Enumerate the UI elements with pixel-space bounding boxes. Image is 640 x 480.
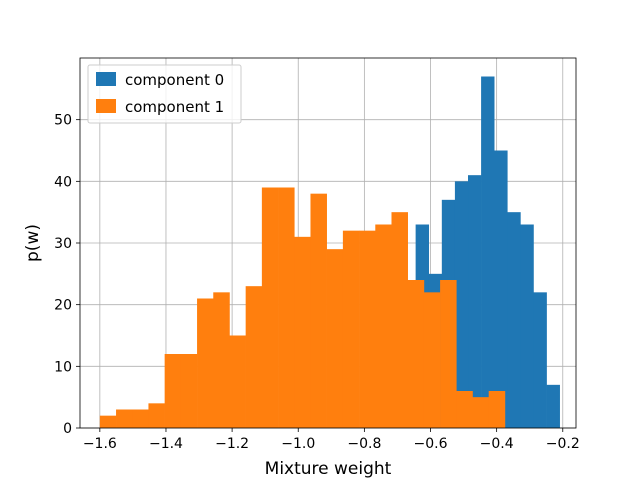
histogram-bar-component-1 (213, 292, 230, 428)
legend-label-component-0: component 0 (125, 71, 224, 89)
y-tick-label: 40 (54, 174, 72, 190)
histogram-bar-component-1 (164, 354, 182, 428)
histogram-bar-component-0 (494, 150, 508, 428)
y-tick-label: 20 (54, 298, 72, 314)
histogram-bar-component-0 (481, 76, 495, 428)
bars (99, 76, 560, 428)
y-tick-label: 0 (63, 421, 72, 437)
histogram-bar-component-1 (440, 280, 457, 428)
x-tick-label: −0.4 (480, 436, 514, 452)
y-tick-label: 30 (54, 236, 72, 252)
legend-swatch-component-1 (96, 99, 116, 113)
x-axis-label: Mixture weight (265, 459, 392, 479)
x-tick-label: −0.2 (546, 436, 580, 452)
histogram-bar-component-1 (423, 292, 441, 428)
x-tick-label: −1.4 (149, 436, 183, 452)
x-tick-label: −0.8 (347, 436, 381, 452)
histogram-bar-component-1 (99, 415, 117, 428)
histogram-bar-component-1 (245, 286, 263, 428)
histogram-bar-component-1 (488, 391, 506, 428)
histogram-bar-component-1 (472, 397, 490, 428)
histogram-bar-component-1 (391, 212, 408, 428)
histogram-bar-component-1 (310, 193, 327, 428)
histogram-bar-component-0 (454, 181, 469, 428)
histogram-bar-component-0 (468, 175, 482, 428)
y-tick-label: 10 (54, 359, 72, 375)
x-tick-label: −1.2 (215, 436, 249, 452)
histogram-bar-component-1 (278, 187, 295, 428)
y-axis-label: p(w) (23, 224, 43, 262)
x-tick-label: −1.6 (83, 436, 117, 452)
y-tick-label: 50 (54, 113, 72, 129)
histogram-bar-component-1 (407, 280, 425, 428)
histogram-bar-component-0 (520, 224, 534, 428)
histogram-bar-component-1 (229, 335, 246, 428)
histogram-bar-component-1 (180, 354, 198, 428)
histogram-bar-component-1 (132, 409, 149, 428)
histogram-bar-component-1 (148, 403, 165, 428)
x-tick-label: −1.0 (281, 436, 315, 452)
legend-label-component-1: component 1 (125, 98, 224, 116)
histogram-bar-component-1 (456, 391, 473, 428)
histogram-bar-component-1 (326, 249, 344, 428)
ticks: −1.6 −1.4 −1.2 −1.0 −0.8 −0.6 −0.4 −0.2 0 10 20 30 4… (54, 113, 580, 452)
histogram-bar-component-0 (507, 212, 521, 428)
x-tick-label: −0.6 (414, 436, 448, 452)
histogram-bar-component-1 (359, 230, 376, 428)
histogram-bar-component-1 (197, 298, 214, 428)
histogram-bar-component-0 (533, 292, 547, 428)
legend-swatch-component-0 (96, 72, 116, 86)
histogram-bar-component-1 (342, 230, 360, 428)
histogram-bar-component-1 (294, 236, 311, 428)
histogram-bar-component-0 (546, 384, 560, 428)
legend-box (87, 64, 242, 124)
histogram-bar-component-1 (116, 409, 133, 428)
histogram-bar-component-1 (375, 224, 392, 428)
histogram-bar-component-1 (261, 187, 279, 428)
legend: component 0 component 1 (87, 64, 242, 124)
